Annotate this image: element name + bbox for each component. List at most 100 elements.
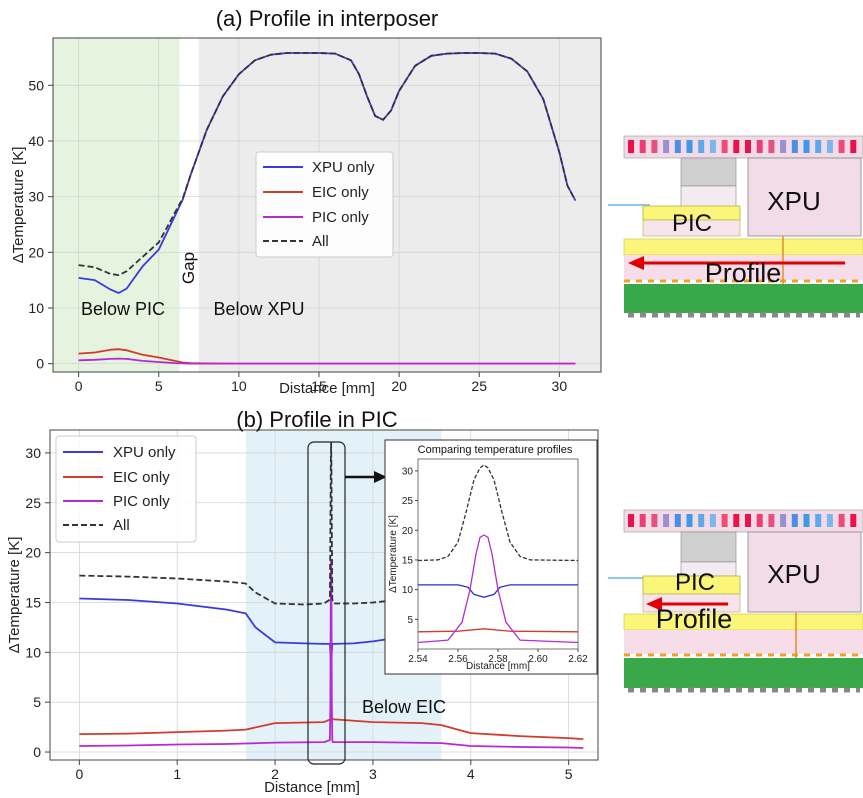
diagram-bottom-heatsink (623, 509, 863, 533)
diagram-top-profile-label: Profile (705, 258, 782, 288)
diagram-bottom-heatsink-cells (628, 514, 857, 527)
heatsink-cell-1-3 (663, 514, 670, 527)
chart-b: 0 1 2 3 4 5 0 5 10 15 20 25 30 (b) Profile in PIC Di… (6, 407, 599, 796)
diagram-bottom-profile-label: Profile (656, 604, 733, 634)
heatsink-cell-1-8 (721, 514, 728, 527)
heatsink-cell-0-6 (698, 140, 705, 153)
legend-a-label-xpu: XPU only (312, 159, 375, 176)
chart-a-ytick-label-0: 0 (36, 356, 44, 372)
heatsink-cell-1-6 (698, 514, 705, 527)
diagram-bottom-xpu-block (747, 531, 862, 613)
chart-a-ytick-label-2: 20 (28, 244, 44, 260)
chart-a-xtick-label-0: 0 (75, 378, 83, 394)
diagram-top-yellow-layer (623, 238, 863, 256)
chart-b-xtick-label-3: 3 (369, 766, 377, 782)
annotation-below-xpu: Below XPU (213, 299, 304, 319)
chart-a-region-1 (179, 38, 199, 372)
heatsink-cell-1-11 (756, 514, 763, 527)
heatsink-cell-0-7 (709, 140, 716, 153)
heatsink-cell-0-5 (686, 140, 693, 153)
legend-b-label-xpu: XPU only (113, 444, 176, 461)
heatsink-cell-1-16 (815, 514, 822, 527)
zoom-highlight-box (307, 441, 346, 765)
heatsink-cell-1-0 (628, 514, 634, 527)
chart-b-series-eic-only (79, 718, 584, 740)
diagram-top-xpu-label: XPU (767, 186, 820, 216)
diagram-top-xpu-block (747, 157, 862, 237)
chart-a-series-all (78, 52, 577, 276)
heatsink-cell-0-8 (721, 140, 728, 153)
inset-ytick-label-2: 15 (402, 555, 414, 566)
ticks-a: 0 5 10 15 20 25 30 0 10 20 30 40 50 (28, 77, 567, 394)
diagram-top-eic-lower (680, 185, 737, 209)
heatsink-cell-1-9 (733, 514, 740, 527)
heatsink-cell-0-3 (663, 140, 670, 153)
inset-series-pic-only (417, 534, 579, 644)
package-diagram-top: PIC XPU Profile (608, 135, 863, 318)
annotation-gap: Gap (179, 252, 198, 284)
heatsink-cell-0-0 (628, 140, 634, 153)
heatsink-cell-1-2 (651, 514, 658, 527)
chart-a-xtick-label-5: 25 (471, 378, 487, 394)
inset-ytick-label-4: 25 (402, 496, 414, 507)
chart-a-xtick-label-3: 15 (311, 378, 327, 394)
heatsink-cell-1-4 (674, 514, 681, 527)
chart-b-series-all (79, 442, 403, 606)
heatsink-cell-0-15 (803, 140, 810, 153)
annotation-below-eic: Below EIC (362, 697, 446, 717)
inset-ytick-label-3: 20 (402, 526, 414, 537)
legend-b-label-eic: EIC only (113, 469, 170, 486)
diagram-top-board (624, 284, 863, 313)
chart-b-ytick-label-4: 20 (25, 545, 41, 561)
chart-b-xlabel: Distance [mm] (264, 779, 360, 796)
heatsink-cell-1-5 (686, 514, 693, 527)
package-diagram-bottom: PIC XPU Profile (608, 509, 863, 693)
diagram-top-pic-lower (642, 219, 741, 237)
diagram-top-eic-block (680, 157, 737, 187)
chart-a-ytick-label-3: 30 (28, 189, 44, 205)
inset-series (417, 464, 579, 644)
heatsink-cell-0-14 (791, 140, 798, 153)
chart-a-region-0 (53, 38, 180, 372)
chart-a-ytick-label-4: 40 (28, 133, 44, 149)
chart-a-title: (a) Profile in interposer (216, 6, 439, 31)
legend-a-box (255, 151, 394, 258)
legend-b: XPU only EIC only PIC only All (55, 435, 197, 543)
heatsink-cell-1-12 (768, 514, 775, 527)
inset-xtick-label-4: 2.62 (568, 654, 588, 665)
chart-a-xtick-label-4: 20 (391, 378, 407, 394)
series-b (79, 442, 584, 749)
heatsink-cell-0-4 (674, 140, 681, 153)
inset-ytick-label-5: 30 (402, 466, 414, 477)
diagram-bottom-eic-block (680, 531, 737, 563)
chart-b-ytick-label-0: 0 (33, 744, 41, 760)
series-a (78, 52, 577, 365)
diagram-top-heatsink-cells (628, 140, 857, 153)
plot-frame-b (49, 429, 599, 761)
legend-b-label-all: All (113, 517, 130, 534)
ticks-b: 0 1 2 3 4 5 0 5 10 15 20 25 30 (25, 445, 572, 782)
inset-plot-area (417, 458, 579, 650)
chart-b-xtick-label-2: 2 (271, 766, 279, 782)
heatsink-cell-0-18 (838, 140, 845, 153)
diagram-top-pic-label: PIC (672, 210, 712, 237)
diagram-top-pink-layer (624, 255, 863, 280)
heatsink-cell-0-9 (733, 140, 740, 153)
chart-a-ylabel: ΔTemperature [K] (10, 147, 27, 264)
chart-b-ytick-label-5: 25 (25, 495, 41, 511)
chart-a-xtick-label-2: 10 (231, 378, 247, 394)
inset-xtick-label-3: 2.60 (528, 654, 548, 665)
legend-b-box (55, 435, 197, 543)
heatsink-cell-0-11 (756, 140, 763, 153)
inset-ylabel: ΔTemperature [K] (388, 515, 399, 593)
chart-b-ytick-label-6: 30 (25, 445, 41, 461)
heatsink-cell-0-17 (826, 140, 833, 153)
inset-series-eic-only (417, 628, 579, 633)
heatsink-cell-0-10 (745, 140, 751, 153)
inset-xtick-label-2: 2.58 (488, 654, 508, 665)
diagram-bottom-profile-arrowhead (646, 597, 662, 611)
chart-b-ytick-label-2: 10 (25, 644, 41, 660)
diagram-bottom-pink-layer (624, 630, 863, 654)
heatsink-cell-1-18 (838, 514, 845, 527)
